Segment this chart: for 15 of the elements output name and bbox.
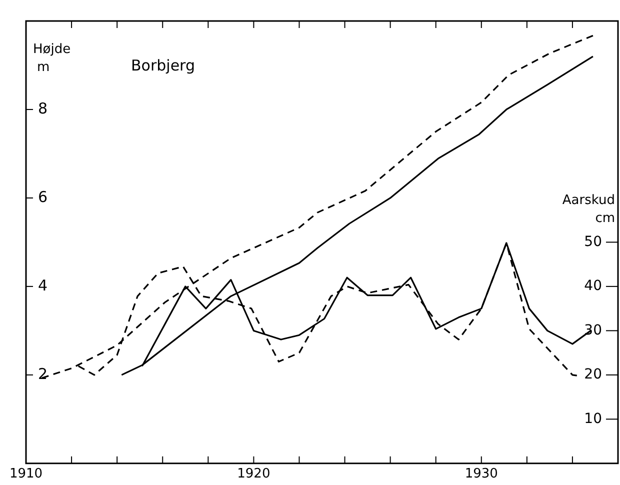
x-tick-label: 1910 — [9, 466, 43, 482]
y2-tick-label: 30 — [584, 322, 602, 338]
x-tick-label: 1920 — [237, 466, 270, 482]
x-tick-label: 1930 — [464, 466, 498, 482]
y2-tick-label: 40 — [584, 278, 602, 294]
y2-tick-label: 10 — [584, 410, 602, 427]
y-tick-label: 6 — [38, 188, 48, 206]
y-tick-label: 4 — [38, 276, 48, 294]
y-tick-label: 8 — [38, 99, 48, 118]
y2-tick-label: 50 — [584, 234, 602, 250]
y-axis-title: Højde m — [33, 42, 71, 75]
y-tick-label: 2 — [38, 364, 48, 383]
text: Borbjerg — [131, 56, 195, 74]
y2-axis-title: Aarskud cm — [562, 193, 615, 226]
y2-tick-label: 20 — [584, 366, 602, 383]
